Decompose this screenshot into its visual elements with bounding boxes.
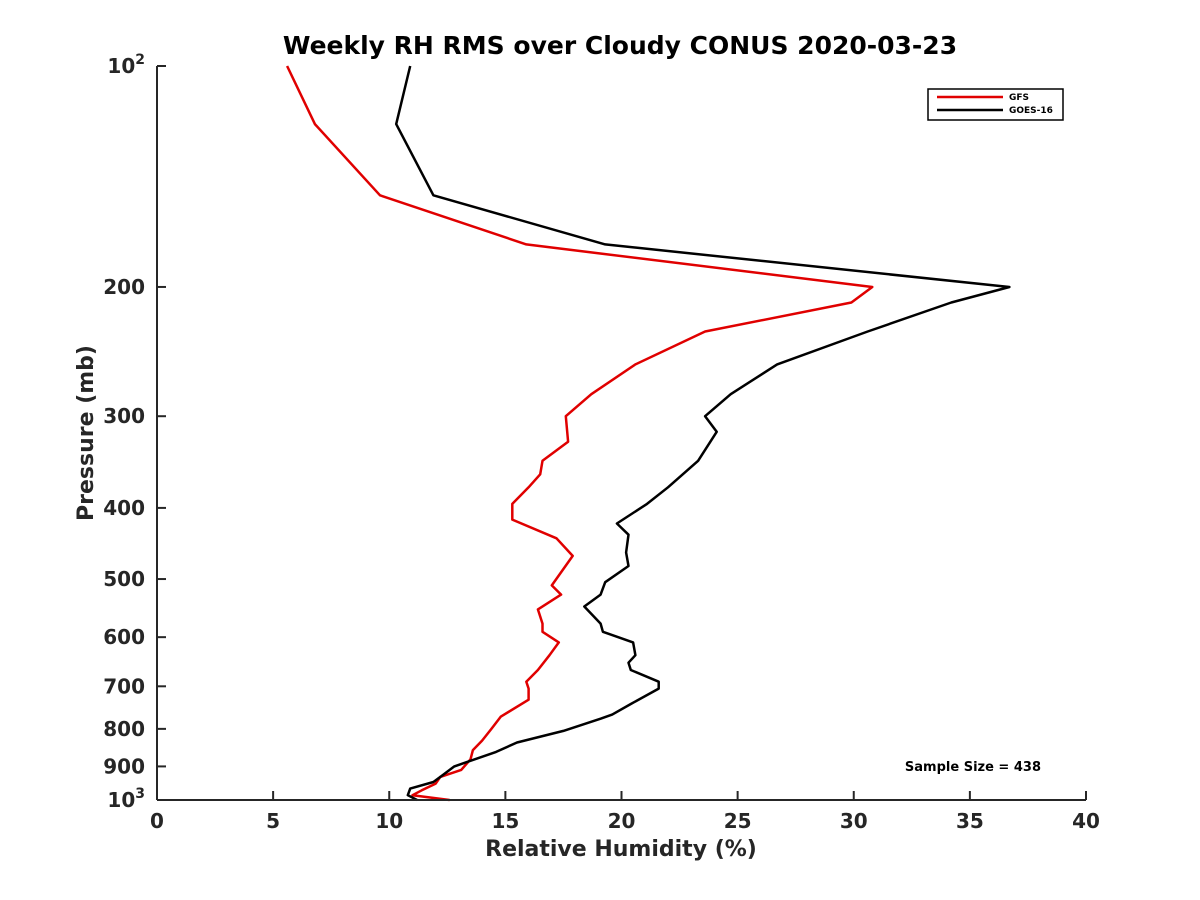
x-axis-label: Relative Humidity (%) <box>485 837 757 862</box>
series-line-goes-16 <box>394 65 1011 802</box>
x-tick-label: 15 <box>491 809 519 833</box>
x-tick-label: 25 <box>724 809 752 833</box>
chart-title: Weekly RH RMS over Cloudy CONUS 2020-03-… <box>283 31 957 60</box>
axes <box>156 66 1086 801</box>
y-tick-label: 700 <box>103 674 145 698</box>
legend-box <box>927 88 1064 121</box>
y-tick-label: 200 <box>103 275 145 299</box>
y-tick-label: 400 <box>103 496 145 520</box>
y-tick-label: 103 <box>107 786 145 812</box>
y-tick-label: 800 <box>103 717 145 741</box>
legend-label-gfs: GFS <box>1009 93 1029 103</box>
y-ticks: 102 200 300 400 500 600 700 800 900 103 <box>103 52 166 812</box>
x-tick-label: 10 <box>375 809 403 833</box>
legend: GFS GOES-16 <box>927 88 1064 121</box>
y-tick-label: 600 <box>103 625 145 649</box>
x-tick-label: 35 <box>956 809 984 833</box>
x-tick-label: 0 <box>150 809 164 833</box>
y-tick-label: 900 <box>103 754 145 778</box>
x-tick-label: 40 <box>1072 809 1100 833</box>
sample-size-annotation: Sample Size = 438 <box>905 760 1041 775</box>
x-tick-label: 30 <box>840 809 868 833</box>
series-layer <box>285 65 1011 802</box>
x-tick-label: 20 <box>608 809 636 833</box>
y-axis-label: Pressure (mb) <box>74 345 99 521</box>
x-ticks: 0 5 10 15 20 25 30 35 40 <box>150 791 1100 833</box>
y-tick-label: 500 <box>103 567 145 591</box>
y-tick-label: 300 <box>103 404 145 428</box>
x-tick-label: 5 <box>266 809 280 833</box>
y-tick-label: 102 <box>107 52 145 78</box>
series-line-gfs <box>285 65 874 802</box>
legend-label-goes-16: GOES-16 <box>1009 106 1053 116</box>
